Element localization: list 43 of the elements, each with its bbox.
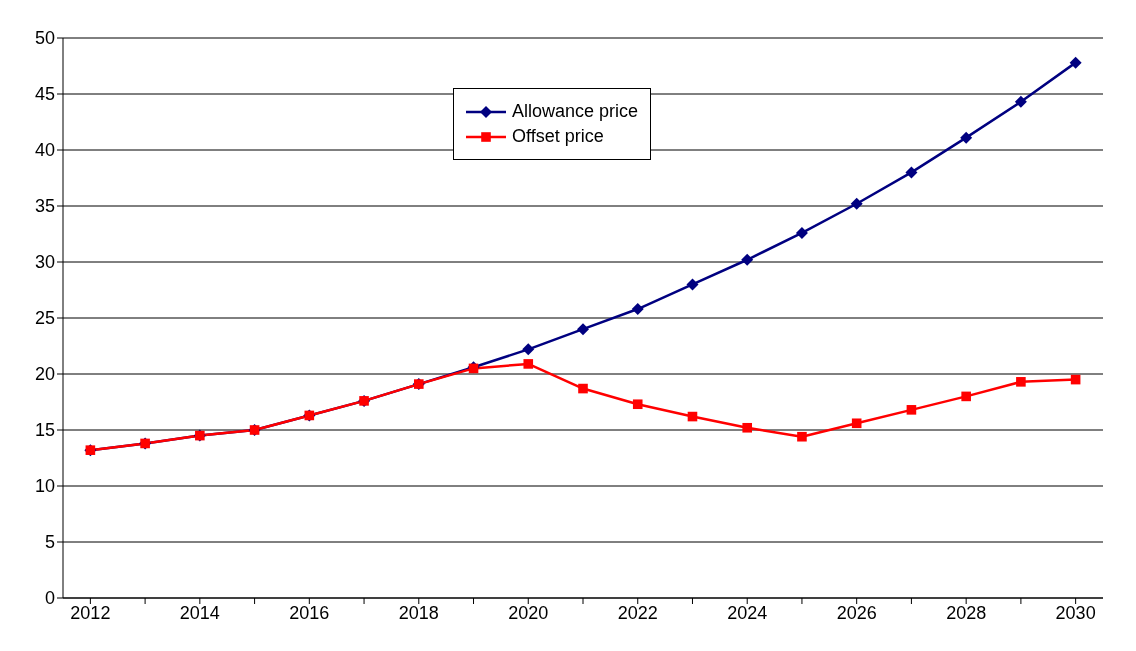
- x-tick-label: 2016: [289, 602, 330, 623]
- point: [905, 166, 918, 179]
- point: [631, 303, 644, 316]
- x-tick-label: 2022: [617, 602, 658, 623]
- y-tick-label: 20: [34, 364, 55, 385]
- point: [523, 359, 534, 369]
- y-tick-label: 50: [34, 28, 55, 49]
- x-tick-label: 2030: [1055, 602, 1096, 623]
- x-tick-label: 2028: [946, 602, 987, 623]
- point: [522, 343, 535, 356]
- x-tick-label: 2026: [836, 602, 877, 623]
- y-tick-label: 10: [34, 476, 55, 497]
- point: [1014, 95, 1027, 108]
- point: [1069, 56, 1082, 69]
- point: [795, 226, 808, 239]
- legend-label: Allowance price: [512, 101, 639, 122]
- y-tick-label: 35: [34, 196, 55, 217]
- y-tick-label: 30: [34, 252, 55, 273]
- point: [850, 197, 863, 210]
- point: [741, 253, 754, 266]
- point: [578, 383, 588, 394]
- point: [632, 399, 643, 410]
- y-tick-label: 40: [34, 140, 55, 161]
- point: [797, 431, 807, 442]
- y-tick-label: 45: [34, 84, 55, 105]
- y-tick-label: 15: [34, 420, 55, 441]
- point: [742, 422, 753, 433]
- point: [906, 405, 917, 415]
- point: [1016, 377, 1026, 387]
- x-tick-label: 2018: [398, 602, 439, 623]
- x-tick-label: 2020: [508, 602, 549, 623]
- point: [686, 278, 699, 291]
- x-tick-label: 2024: [727, 602, 768, 623]
- point: [961, 391, 971, 402]
- y-tick-label: 25: [34, 308, 55, 329]
- x-tick-label: 2014: [179, 602, 220, 623]
- point: [851, 418, 862, 429]
- y-tick-label: 0: [44, 588, 55, 609]
- point: [577, 323, 589, 336]
- x-tick-label: 2012: [70, 602, 111, 623]
- y-tick-label: 5: [44, 532, 55, 553]
- point: [960, 131, 973, 144]
- legend-label: Offset price: [512, 126, 604, 147]
